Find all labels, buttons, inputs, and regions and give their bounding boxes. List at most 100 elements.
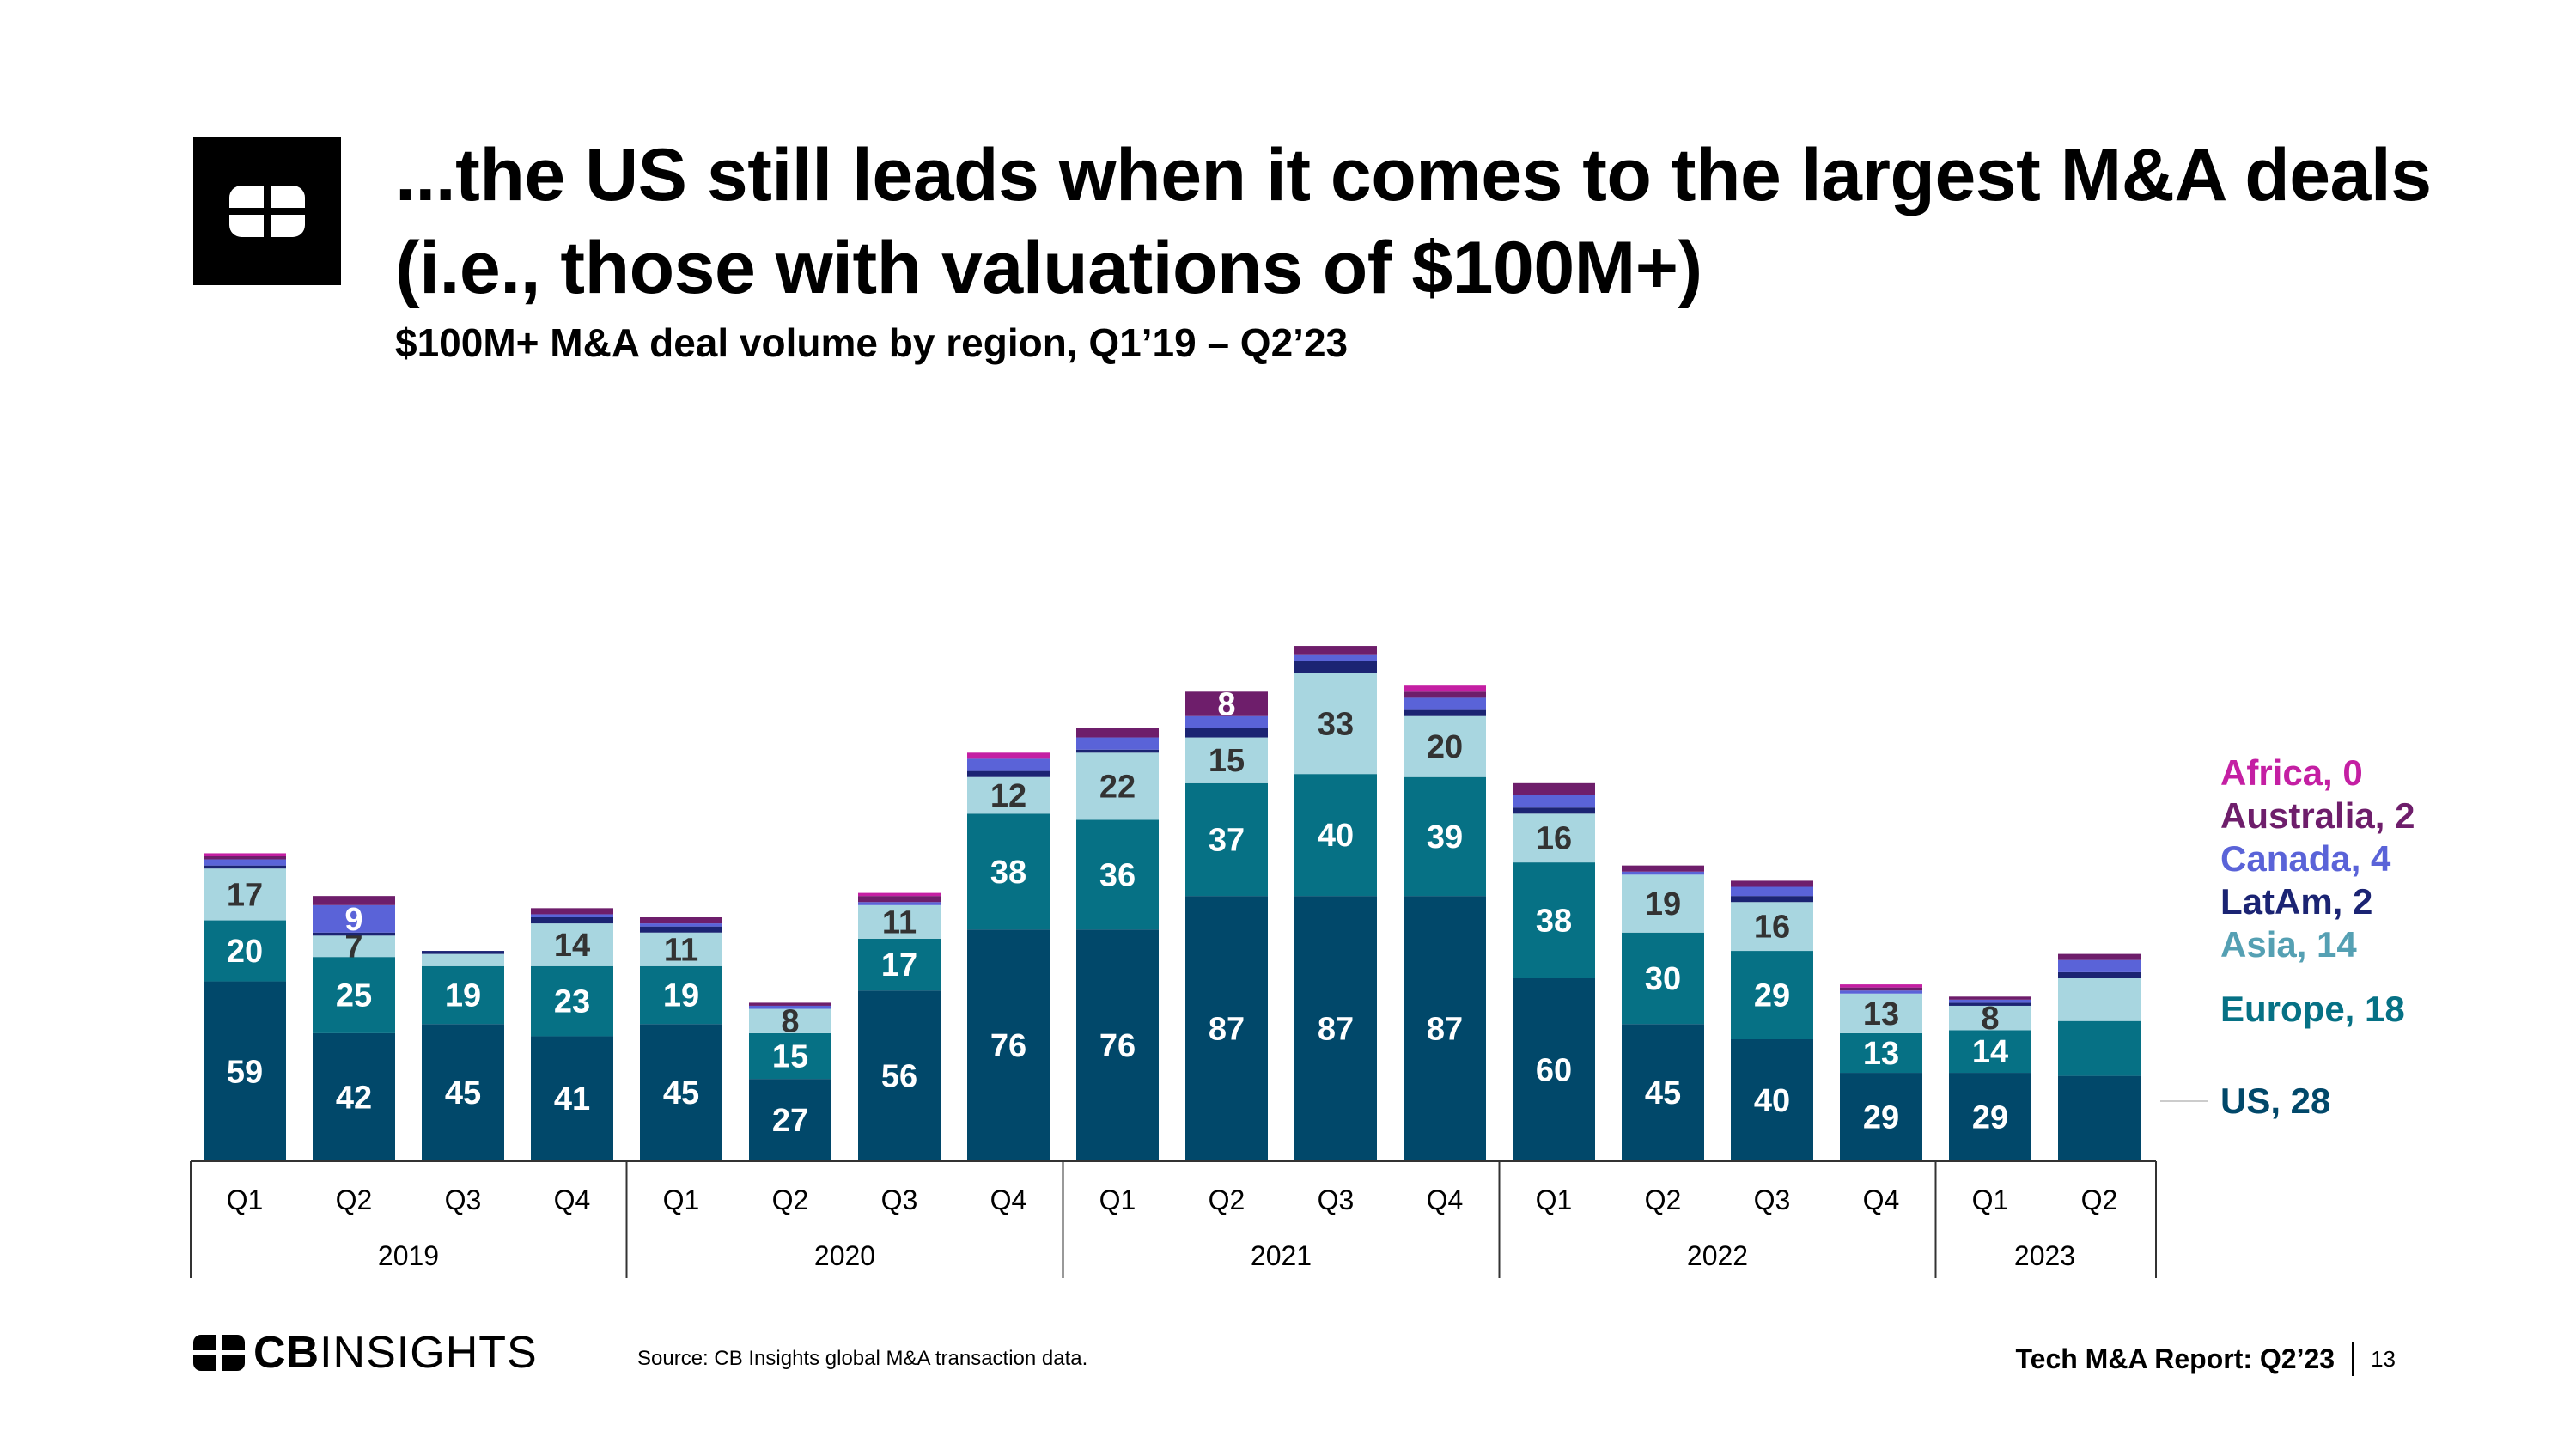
- bar-latam-3: [531, 917, 613, 924]
- bar-us-2: [422, 1024, 504, 1161]
- data-label-asia-0: 17: [227, 877, 263, 913]
- data-label-europe-3: 23: [554, 984, 590, 1020]
- bar-canada-15: [1840, 990, 1922, 994]
- bar-australia-14: [1731, 880, 1813, 887]
- year-label-2020: 2020: [814, 1240, 875, 1271]
- x-tick-label-8: Q1: [1099, 1184, 1136, 1215]
- x-tick-label-2: Q3: [445, 1184, 482, 1215]
- data-label-europe-8: 36: [1099, 857, 1136, 893]
- title-line-2: (i.e., those with valuations of $100M+): [395, 227, 1702, 309]
- bar-africa-15: [1840, 984, 1922, 988]
- data-label-us-7: 76: [990, 1028, 1026, 1064]
- bar-latam-9: [1185, 728, 1268, 738]
- bar-australia-6: [858, 896, 941, 903]
- bar-us-1: [313, 1032, 395, 1161]
- legend-canada: Canada, 4: [2220, 838, 2391, 879]
- x-tick-label-12: Q1: [1536, 1184, 1573, 1215]
- bar-us-9: [1185, 896, 1268, 1161]
- data-label-asia-3: 14: [554, 928, 590, 964]
- data-label-europe-0: 20: [227, 934, 263, 970]
- bar-australia-8: [1076, 728, 1159, 738]
- bar-australia-3: [531, 908, 613, 915]
- chart-subtitle: $100M+ M&A deal volume by region, Q1’19 …: [395, 320, 1349, 365]
- bar-europe-3: [531, 965, 613, 1037]
- bar-canada-1: [313, 904, 395, 933]
- year-label-2023: 2023: [2014, 1240, 2075, 1271]
- x-tick-label-3: Q4: [554, 1184, 591, 1215]
- data-label-us-12: 60: [1536, 1053, 1572, 1089]
- bar-europe-13: [1622, 932, 1704, 1025]
- bar-europe-10: [1294, 774, 1377, 897]
- data-label-asia-4: 11: [664, 932, 698, 968]
- data-label-us-16: 29: [1972, 1100, 2008, 1136]
- bar-latam-2: [422, 951, 504, 954]
- bar-asia-8: [1076, 752, 1159, 820]
- bar-asia-7: [967, 776, 1050, 814]
- bar-europe-5: [749, 1032, 831, 1080]
- data-label-europe-4: 19: [663, 978, 699, 1014]
- bar-canada-0: [204, 859, 286, 866]
- bar-us-15: [1840, 1073, 1922, 1161]
- bar-europe-6: [858, 938, 941, 991]
- data-label-us-9: 87: [1209, 1012, 1245, 1048]
- cb-logo-icon: [229, 186, 305, 237]
- x-tick-label-0: Q1: [227, 1184, 264, 1215]
- report-name: Tech M&A Report: Q2’23: [2015, 1342, 2335, 1374]
- bar-canada-3: [531, 914, 613, 917]
- bar-europe-16: [1949, 1030, 2031, 1074]
- bar-us-7: [967, 929, 1050, 1161]
- year-label-2021: 2021: [1251, 1240, 1312, 1271]
- bar-africa-11: [1404, 685, 1486, 692]
- data-label-asia-10: 33: [1318, 707, 1354, 743]
- bar-asia-3: [531, 923, 613, 966]
- cb-logo: [193, 137, 341, 285]
- legend-us: US, 28: [2220, 1081, 2330, 1121]
- data-label-us-5: 27: [772, 1103, 808, 1139]
- bar-europe-12: [1513, 862, 1595, 978]
- cbinsights-brand: CBINSIGHTS: [193, 1327, 538, 1379]
- bar-canada-6: [858, 902, 941, 905]
- bar-us-13: [1622, 1024, 1704, 1161]
- data-label-asia-7: 12: [990, 778, 1026, 814]
- x-tick-label-16: Q1: [1972, 1184, 2009, 1215]
- x-tick-label-14: Q3: [1754, 1184, 1791, 1215]
- bar-canada-12: [1513, 795, 1595, 808]
- bar-latam-12: [1513, 807, 1595, 814]
- data-label-asia-15: 13: [1863, 996, 1899, 1032]
- bar-asia-4: [640, 932, 722, 966]
- bar-us-4: [640, 1024, 722, 1161]
- x-tick-label-17: Q2: [2081, 1184, 2118, 1215]
- cb-brand-icon: [193, 1335, 245, 1371]
- bar-latam-14: [1731, 896, 1813, 903]
- legend-europe: Europe, 18: [2220, 989, 2405, 1029]
- report-footer: Tech M&A Report: Q2’23 13: [2015, 1342, 2396, 1376]
- bar-europe-11: [1404, 776, 1486, 897]
- brand-bold: CB: [253, 1328, 320, 1378]
- bar-asia-16: [1949, 1005, 2031, 1031]
- bar-latam-7: [967, 770, 1050, 777]
- bar-europe-15: [1840, 1032, 1922, 1074]
- bar-asia-0: [204, 868, 286, 921]
- bar-canada-10: [1294, 654, 1377, 661]
- bar-us-10: [1294, 896, 1377, 1161]
- bar-canada-16: [1949, 999, 2031, 1003]
- bar-latam-4: [640, 926, 722, 933]
- x-tick-label-4: Q1: [663, 1184, 700, 1215]
- data-label-us-6: 56: [881, 1059, 917, 1095]
- data-label-asia-16: 8: [1981, 1001, 1999, 1037]
- data-label-asia-12: 16: [1536, 821, 1572, 857]
- data-label-asia-8: 22: [1099, 769, 1136, 805]
- bar-latam-0: [204, 865, 286, 869]
- bar-canada-5: [749, 1005, 831, 1009]
- bar-asia-13: [1622, 874, 1704, 933]
- data-label-europe-15: 13: [1863, 1036, 1899, 1072]
- data-label-europe-16: 14: [1972, 1034, 2008, 1070]
- data-label-us-14: 40: [1754, 1083, 1790, 1119]
- bar-asia-12: [1513, 813, 1595, 863]
- data-label-australia-9: 8: [1217, 687, 1235, 723]
- bar-asia-9: [1185, 737, 1268, 783]
- bar-australia-1: [313, 896, 395, 905]
- bar-australia-0: [204, 856, 286, 860]
- bar-australia-15: [1840, 987, 1922, 991]
- page-number: 13: [2371, 1345, 2396, 1372]
